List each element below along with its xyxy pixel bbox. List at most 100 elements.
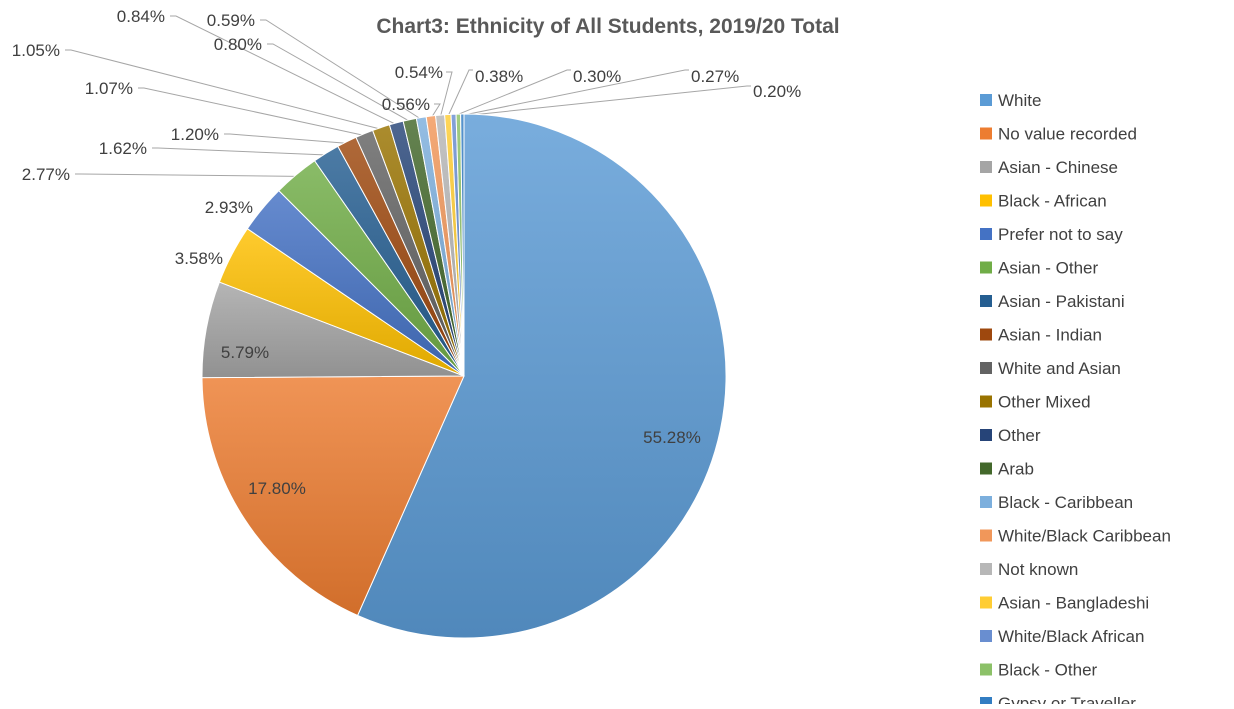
data-label: 3.58% bbox=[175, 249, 223, 268]
legend-item: Not known bbox=[980, 560, 1078, 579]
legend-swatch bbox=[980, 362, 992, 374]
legend-label: Not known bbox=[998, 560, 1078, 579]
pie-slices bbox=[201, 113, 727, 639]
legend-label: Asian - Chinese bbox=[998, 158, 1118, 177]
legend-label: White/Black African bbox=[998, 627, 1144, 646]
data-labels: 55.28% 17.80% 5.79% 3.58% 2.93% 2.77% 1.62% 1.2… bbox=[12, 7, 801, 498]
leader-line bbox=[447, 69, 473, 117]
leader-line bbox=[138, 87, 366, 137]
data-label: 0.84% bbox=[117, 7, 165, 26]
legend-label: Black - African bbox=[998, 192, 1107, 211]
leader-line bbox=[260, 19, 422, 120]
legend-swatch bbox=[980, 261, 992, 274]
legend-item: Black - Caribbean bbox=[980, 493, 1133, 512]
legend-label: White/Black Caribbean bbox=[998, 527, 1171, 546]
legend-label: Other Mixed bbox=[998, 393, 1091, 412]
pie-slice bbox=[356, 113, 727, 639]
legend-item: Asian - Other bbox=[980, 259, 1098, 278]
legend-swatch bbox=[980, 295, 992, 307]
legend-label: White and Asian bbox=[998, 359, 1121, 378]
legend-swatch bbox=[980, 161, 992, 173]
leader-line bbox=[439, 71, 453, 118]
legend-item: White and Asian bbox=[980, 359, 1121, 378]
legend-item: Other Mixed bbox=[980, 393, 1091, 412]
leader-line bbox=[75, 173, 298, 177]
legend-swatch bbox=[980, 596, 992, 609]
leader-line bbox=[170, 15, 398, 126]
data-label: 0.56% bbox=[382, 95, 430, 114]
legend-swatch bbox=[980, 529, 992, 542]
data-label: 55.28% bbox=[643, 428, 701, 447]
data-label: 0.20% bbox=[753, 82, 801, 101]
legend-item: Gypsy or Traveller bbox=[980, 694, 1136, 709]
data-label: 5.79% bbox=[221, 343, 269, 362]
legend-item: No value recorded bbox=[980, 125, 1137, 144]
legend-label: Asian - Bangladeshi bbox=[998, 594, 1149, 613]
data-label: 1.62% bbox=[99, 139, 147, 158]
legend-label: Asian - Pakistani bbox=[998, 292, 1125, 311]
legend-swatch bbox=[980, 194, 992, 207]
leader-line bbox=[152, 147, 328, 156]
legend-item: White/Black Caribbean bbox=[980, 527, 1171, 546]
legend-swatch bbox=[980, 94, 992, 106]
legend-item: Asian - Bangladeshi bbox=[980, 594, 1149, 613]
legend-swatch bbox=[980, 496, 992, 508]
legend-swatch bbox=[980, 429, 992, 441]
legend-label: Prefer not to say bbox=[998, 225, 1123, 244]
legend-swatch bbox=[980, 395, 992, 408]
data-label: 1.07% bbox=[85, 79, 133, 98]
legend-label: Asian - Other bbox=[998, 259, 1098, 278]
leader-line bbox=[458, 69, 689, 117]
legend-label: Black - Other bbox=[998, 661, 1098, 680]
legend-item: Prefer not to say bbox=[980, 225, 1123, 244]
leader-line bbox=[430, 103, 441, 119]
legend-swatch bbox=[980, 328, 992, 341]
legend-label: No value recorded bbox=[998, 125, 1137, 144]
legend-label: White bbox=[998, 91, 1041, 110]
pie-slice bbox=[201, 375, 465, 617]
legend-swatch bbox=[980, 630, 992, 642]
data-label: 0.38% bbox=[475, 67, 523, 86]
legend-swatch bbox=[980, 697, 992, 709]
legend: White No value recorded Asian - Chinese Bla… bbox=[980, 91, 1171, 709]
legend-swatch bbox=[980, 563, 992, 575]
data-label: 2.77% bbox=[22, 165, 70, 184]
leader-line bbox=[267, 43, 411, 123]
legend-label: Other bbox=[998, 426, 1041, 445]
legend-item: Asian - Pakistani bbox=[980, 292, 1125, 311]
data-label: 2.93% bbox=[205, 198, 253, 217]
leader-lines bbox=[65, 15, 751, 177]
leader-line bbox=[224, 133, 348, 144]
legend-swatch bbox=[980, 127, 992, 140]
legend-item: Asian - Chinese bbox=[980, 158, 1118, 177]
data-label: 0.30% bbox=[573, 67, 621, 86]
data-label: 1.05% bbox=[12, 41, 60, 60]
data-label: 0.27% bbox=[691, 67, 739, 86]
legend-swatch bbox=[980, 462, 992, 475]
legend-item: Arab bbox=[980, 460, 1034, 479]
leader-line bbox=[65, 49, 382, 130]
legend-swatch bbox=[980, 663, 992, 676]
legend-item: White bbox=[980, 91, 1041, 110]
legend-item: Asian - Indian bbox=[980, 326, 1102, 345]
legend-label: Arab bbox=[998, 460, 1034, 479]
data-label: 0.59% bbox=[207, 11, 255, 30]
legend-item: Black - African bbox=[980, 192, 1107, 211]
legend-swatch bbox=[980, 228, 992, 240]
legend-item: White/Black African bbox=[980, 627, 1144, 646]
chart-title: Chart3: Ethnicity of All Students, 2019/… bbox=[376, 15, 839, 38]
data-label: 17.80% bbox=[248, 479, 306, 498]
legend-item: Black - Other bbox=[980, 661, 1098, 680]
data-label: 0.54% bbox=[395, 63, 443, 82]
leader-line bbox=[462, 85, 751, 117]
legend-label: Gypsy or Traveller bbox=[998, 694, 1136, 704]
pie-slice bbox=[460, 113, 465, 377]
legend-label: Black - Caribbean bbox=[998, 493, 1133, 512]
data-label: 0.80% bbox=[214, 35, 262, 54]
leader-line bbox=[453, 69, 571, 117]
data-label: 1.20% bbox=[171, 125, 219, 144]
legend-label: Asian - Indian bbox=[998, 326, 1102, 345]
legend-item: Other bbox=[980, 426, 1041, 445]
